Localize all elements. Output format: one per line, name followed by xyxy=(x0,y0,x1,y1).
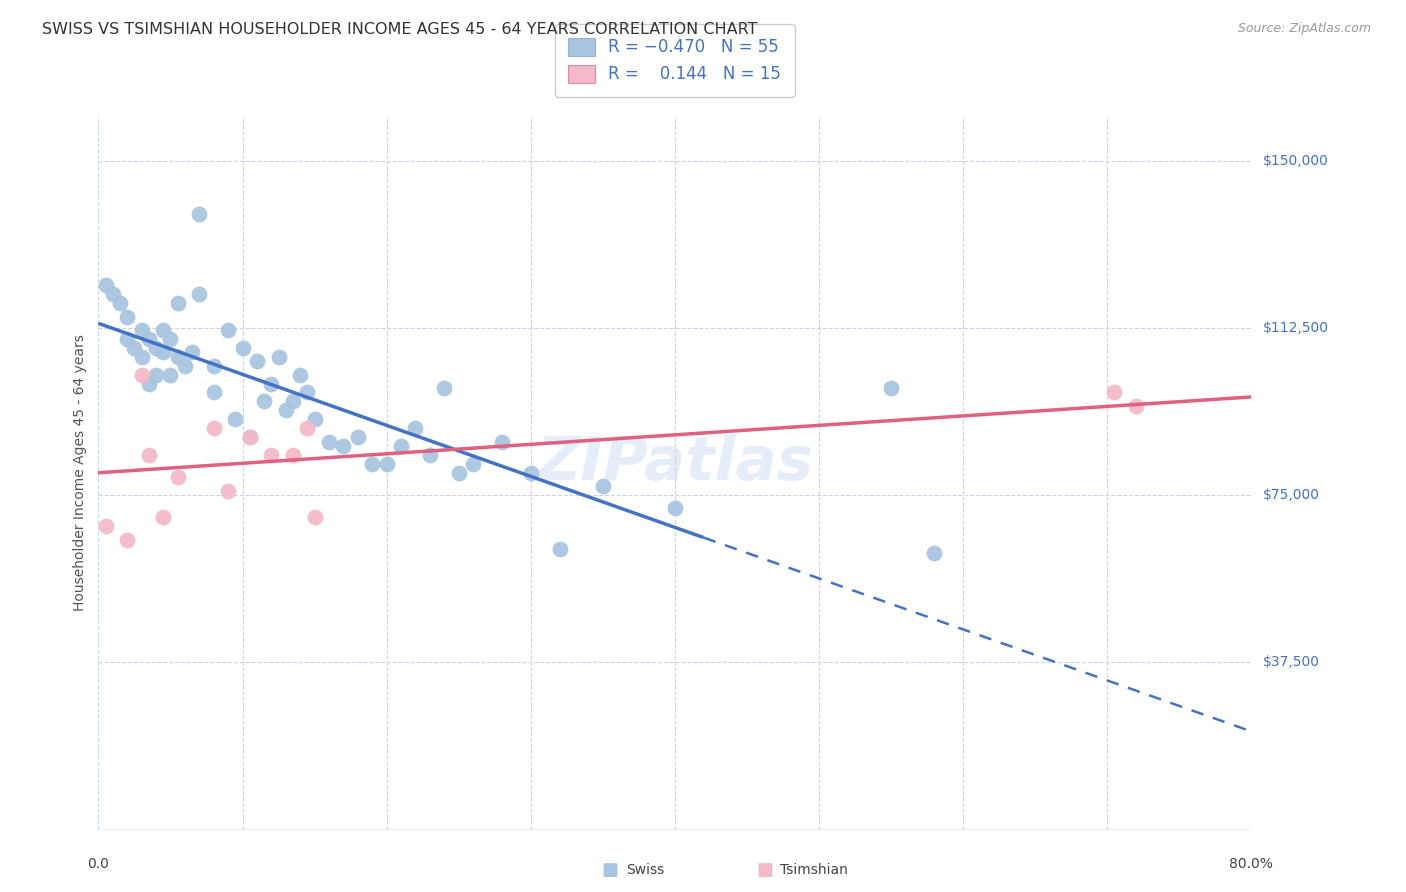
Point xyxy=(253,394,276,409)
Point xyxy=(246,354,269,368)
Point xyxy=(267,350,290,364)
Point xyxy=(117,533,139,547)
Point xyxy=(447,466,470,480)
Text: $150,000: $150,000 xyxy=(1263,153,1329,168)
Text: Tsimshian: Tsimshian xyxy=(780,863,848,877)
Point xyxy=(332,439,354,453)
Point xyxy=(231,341,254,355)
Point xyxy=(281,394,304,409)
Text: Swiss: Swiss xyxy=(626,863,664,877)
Point xyxy=(463,457,485,471)
Point xyxy=(159,368,181,382)
Point xyxy=(181,345,204,359)
Point xyxy=(202,359,225,373)
Point xyxy=(166,470,188,484)
Point xyxy=(664,501,686,516)
Point xyxy=(188,287,211,301)
Point xyxy=(224,412,246,426)
Point xyxy=(124,341,146,355)
Point xyxy=(131,350,153,364)
Point xyxy=(297,421,319,435)
Point xyxy=(108,296,131,310)
Point xyxy=(347,430,370,444)
Point xyxy=(117,332,139,346)
Point xyxy=(217,323,239,337)
Text: 0.0: 0.0 xyxy=(87,857,110,871)
Point xyxy=(202,385,225,400)
Point xyxy=(117,310,139,324)
Point xyxy=(304,510,326,524)
Point xyxy=(94,519,117,533)
Point xyxy=(548,541,571,556)
Text: ■: ■ xyxy=(602,861,619,879)
Text: SWISS VS TSIMSHIAN HOUSEHOLDER INCOME AGES 45 - 64 YEARS CORRELATION CHART: SWISS VS TSIMSHIAN HOUSEHOLDER INCOME AG… xyxy=(42,22,758,37)
Point xyxy=(260,376,283,391)
Point xyxy=(131,368,153,382)
Point xyxy=(188,207,211,221)
Point xyxy=(405,421,427,435)
Point xyxy=(318,434,340,449)
Point xyxy=(152,323,174,337)
Point xyxy=(145,341,167,355)
Point xyxy=(174,359,197,373)
Point xyxy=(1104,385,1126,400)
Point xyxy=(94,278,117,293)
Point xyxy=(592,479,614,493)
Text: ZIPatlas: ZIPatlas xyxy=(536,434,814,493)
Point xyxy=(131,323,153,337)
Point xyxy=(166,350,188,364)
Point xyxy=(491,434,513,449)
Legend: R = −0.470   N = 55, R =    0.144   N = 15: R = −0.470 N = 55, R = 0.144 N = 15 xyxy=(555,24,794,96)
Point xyxy=(297,385,319,400)
Point xyxy=(138,448,160,462)
Y-axis label: Householder Income Ages 45 - 64 years: Householder Income Ages 45 - 64 years xyxy=(73,334,87,611)
Point xyxy=(304,412,326,426)
Text: $112,500: $112,500 xyxy=(1263,321,1329,334)
Point xyxy=(274,403,297,417)
Point xyxy=(290,368,312,382)
Point xyxy=(880,381,903,395)
Text: Source: ZipAtlas.com: Source: ZipAtlas.com xyxy=(1237,22,1371,36)
Point xyxy=(145,368,167,382)
Point xyxy=(375,457,398,471)
Point xyxy=(239,430,262,444)
Point xyxy=(419,448,441,462)
Point xyxy=(138,332,160,346)
Point xyxy=(101,287,124,301)
Point xyxy=(281,448,304,462)
Point xyxy=(239,430,262,444)
Point xyxy=(152,510,174,524)
Point xyxy=(159,332,181,346)
Point xyxy=(361,457,384,471)
Point xyxy=(138,376,160,391)
Text: ■: ■ xyxy=(756,861,773,879)
Point xyxy=(260,448,283,462)
Point xyxy=(520,466,543,480)
Text: 80.0%: 80.0% xyxy=(1229,857,1274,871)
Point xyxy=(924,546,946,560)
Point xyxy=(433,381,456,395)
Point xyxy=(152,345,174,359)
Text: $37,500: $37,500 xyxy=(1263,656,1319,669)
Point xyxy=(166,296,188,310)
Point xyxy=(1125,399,1147,413)
Point xyxy=(202,421,225,435)
Point xyxy=(389,439,412,453)
Point xyxy=(217,483,239,498)
Text: $75,000: $75,000 xyxy=(1263,488,1319,502)
